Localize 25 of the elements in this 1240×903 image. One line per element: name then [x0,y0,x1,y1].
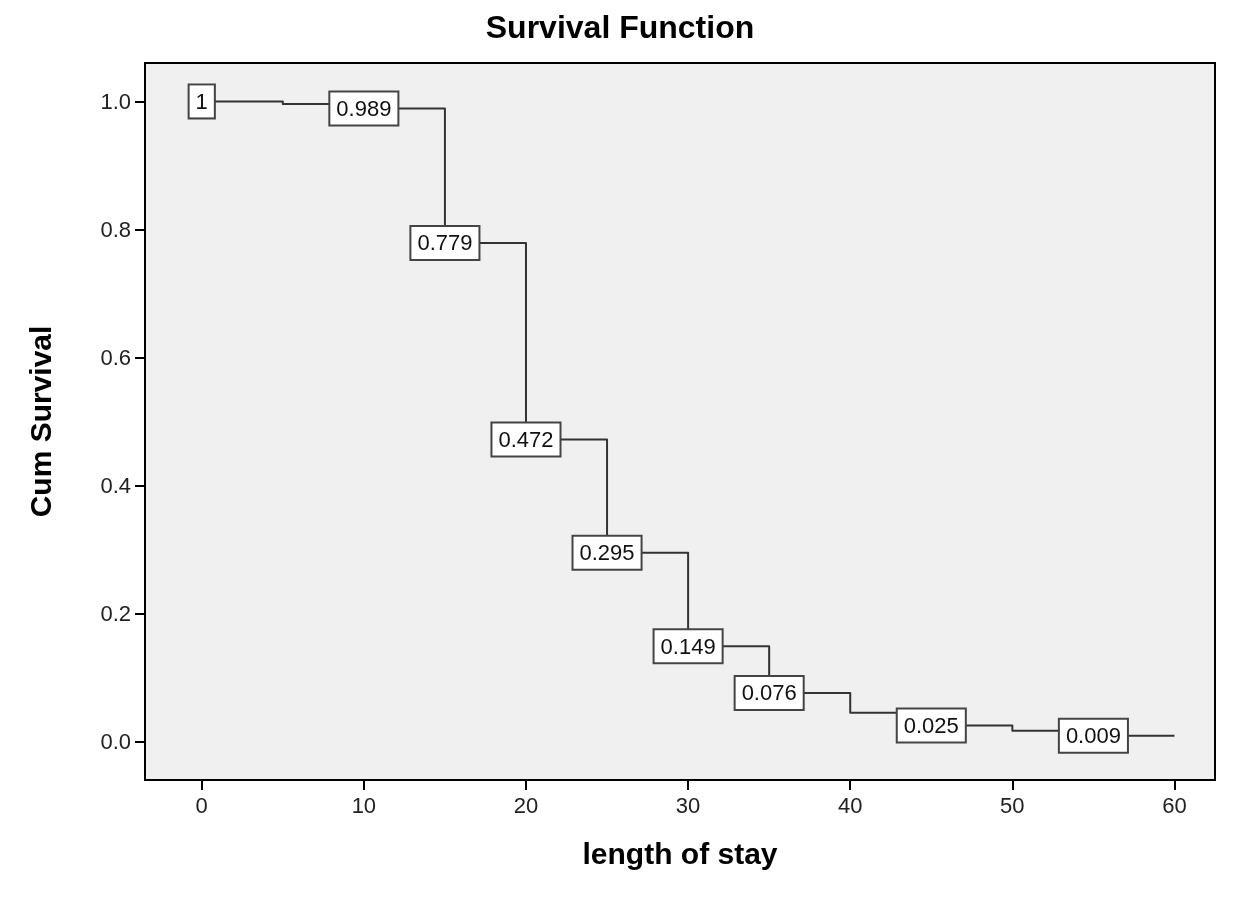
x-tick-label: 10 [351,792,377,818]
x-tick-label: 0 [195,792,208,818]
y-tick-label: 0.2 [100,601,131,627]
data-label: 0.472 [498,426,554,452]
data-label: 0.989 [336,95,392,121]
y-tick-label: 0.4 [100,473,131,499]
y-tick-label: 0.8 [100,216,131,242]
x-tick-label: 20 [513,792,539,818]
data-label: 0.779 [417,230,473,256]
data-label: 0.149 [660,633,716,659]
y-tick-label: 1.0 [100,88,131,114]
chart-title: Survival Function [485,9,755,45]
x-tick-label: 30 [675,792,701,818]
data-label: 0.295 [579,540,635,566]
y-tick-label: 0.0 [100,729,131,755]
x-tick-label: 60 [1162,792,1187,818]
x-tick-label: 50 [1000,792,1025,818]
data-label: 0.025 [903,713,959,739]
y-axis-title: Cum Survival [23,325,57,518]
x-tick-label: 40 [837,792,863,818]
data-label: 1 [195,88,208,114]
data-label: 0.076 [741,680,797,706]
data-label: 0.009 [1065,723,1121,749]
y-tick-label: 0.6 [100,344,131,370]
x-axis-title: length of stay [582,836,778,870]
